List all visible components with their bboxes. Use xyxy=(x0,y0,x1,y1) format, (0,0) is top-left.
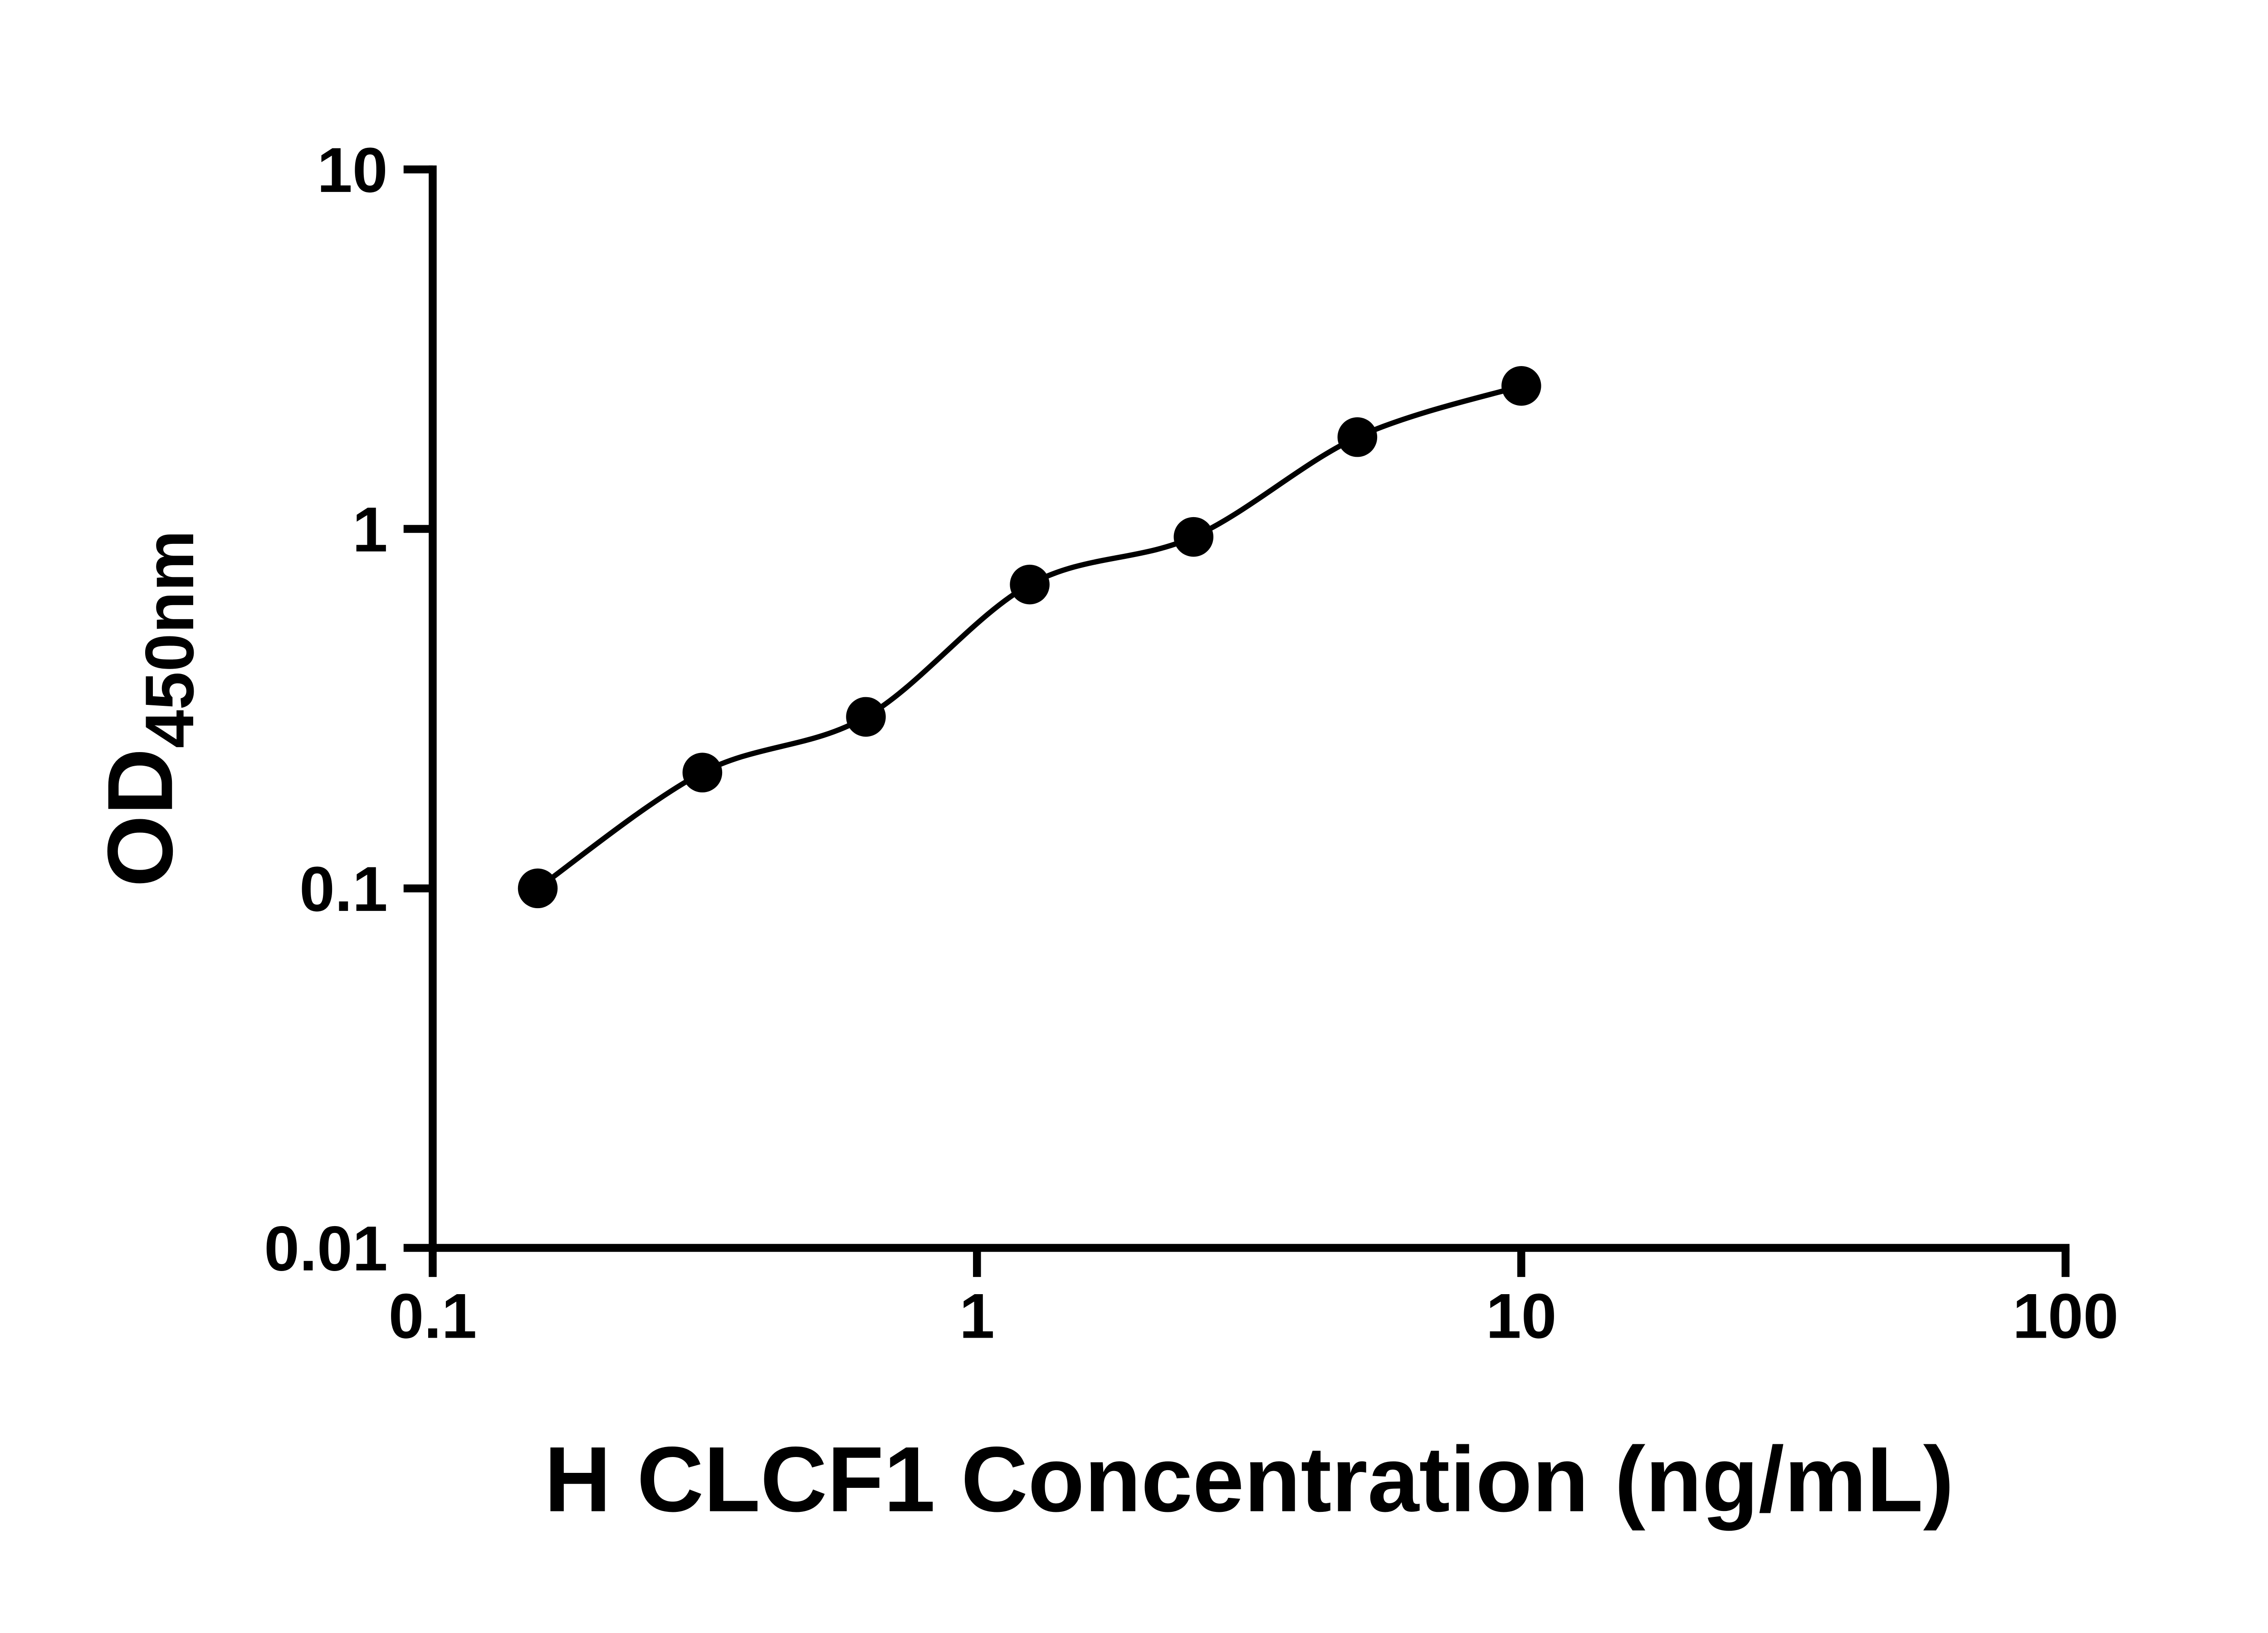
data-point xyxy=(1501,366,1541,406)
data-point xyxy=(682,753,723,792)
y-tick-label: 1 xyxy=(352,494,388,565)
data-point xyxy=(1337,417,1378,457)
x-tick-label: 10 xyxy=(1486,1280,1557,1351)
data-point xyxy=(518,868,558,909)
data-point xyxy=(1010,564,1050,605)
data-point xyxy=(846,697,886,737)
x-tick-label: 0.1 xyxy=(389,1280,477,1351)
x-tick-label: 100 xyxy=(2013,1280,2119,1351)
y-axis-label-subscript: 450nm xyxy=(132,530,208,748)
y-tick-label: 0.01 xyxy=(264,1213,388,1284)
data-point xyxy=(1173,517,1214,557)
y-tick-label: 0.1 xyxy=(299,853,388,924)
y-axis-label-main: OD xyxy=(88,748,192,887)
x-axis-label: H CLCF1 Concentration (ng/mL) xyxy=(544,1428,1954,1531)
fit-curve-line xyxy=(536,383,1522,891)
x-tick-label: 1 xyxy=(959,1280,995,1351)
y-axis-label: OD450nm xyxy=(88,530,208,887)
y-tick-label: 10 xyxy=(317,134,388,205)
